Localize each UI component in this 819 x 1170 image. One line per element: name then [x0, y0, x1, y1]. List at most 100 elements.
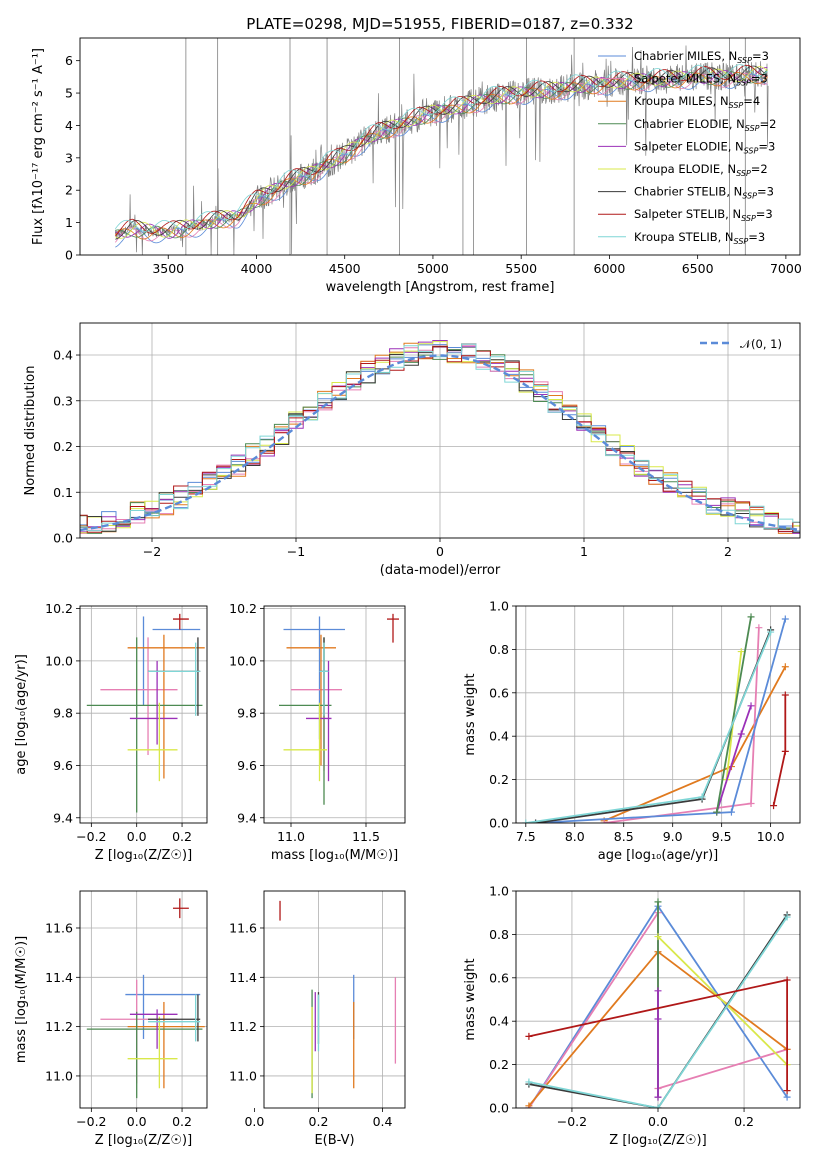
x-axis-label: Z [log₁₀(Z/Z☉)] — [95, 848, 192, 863]
weight-marker — [783, 976, 791, 984]
weight-marker — [747, 702, 755, 710]
y-tick-label: 1 — [65, 215, 73, 230]
weight-marker — [783, 1093, 791, 1101]
axes-frame — [79, 37, 801, 256]
weight-marker — [737, 648, 745, 656]
weight-marker — [522, 819, 530, 823]
x-tick-label: 0.2 — [309, 1114, 329, 1129]
weight-marker — [654, 1015, 662, 1023]
y-tick-label: 0 — [65, 248, 73, 263]
x-tick-label: 5500 — [505, 261, 537, 276]
legend-subscript: SSP — [742, 192, 757, 201]
x-tick-label: 6500 — [682, 261, 714, 276]
x-tick-label: 0.2 — [172, 829, 192, 844]
weight-marker — [654, 898, 662, 906]
x-axis-label: Z [log₁₀(Z/Z☉)] — [95, 1133, 192, 1148]
weight-marker — [770, 802, 778, 810]
y-tick-label: 0.6 — [489, 970, 509, 985]
plot-area — [516, 606, 800, 823]
y-tick-label: 1.0 — [489, 884, 509, 899]
y-tick-label: 0.2 — [489, 772, 509, 787]
legend-value: =4 — [743, 94, 760, 108]
axes-frame — [263, 605, 406, 824]
y-tick-label: 11.0 — [229, 1068, 257, 1083]
y-tick-label: 10.0 — [229, 653, 257, 668]
x-tick-label: 0 — [436, 544, 444, 559]
x-tick-label: 7.5 — [516, 829, 536, 844]
y-tick-label: 11.0 — [45, 1068, 73, 1083]
weight-marker — [781, 663, 789, 671]
legend-value: =2 — [751, 162, 768, 176]
y-axis-label: age [log₁₀(age/yr)] — [14, 654, 29, 775]
plot-area — [516, 891, 800, 1108]
legend-value: =3 — [758, 139, 775, 153]
y-tick-label: 9.6 — [53, 758, 73, 773]
legend-subscript: SSP — [736, 79, 751, 88]
y-tick-label: 11.6 — [45, 920, 73, 935]
x-tick-label: 4000 — [241, 261, 273, 276]
model-spectrum — [114, 72, 768, 240]
x-tick-label: 5000 — [417, 261, 449, 276]
observed-spectrum — [114, 45, 769, 255]
weight-marker — [781, 691, 789, 699]
x-axis-label: age [log₁₀(age/yr)] — [598, 848, 719, 863]
weight-line — [772, 695, 787, 806]
x-tick-label: 7000 — [770, 261, 802, 276]
legend-label: 𝒩(0, 1) — [740, 337, 782, 351]
panel-3: −0.2 0.0 0.2 9.4 9.6 9.8 10.0 10.2 Z [log₁₀(Z/Z☉… — [14, 601, 208, 863]
x-tick-label: −1 — [287, 544, 305, 559]
legend-subscript: SSP — [729, 101, 744, 110]
y-tick-label: 9.4 — [53, 810, 73, 825]
y-axis-label: mass weight — [463, 958, 478, 1040]
y-tick-label: 0.4 — [53, 348, 73, 363]
residual-histogram — [80, 343, 800, 532]
x-tick-label: 10.0 — [757, 829, 785, 844]
y-tick-label: 11.4 — [229, 970, 257, 985]
x-tick-label: −0.2 — [557, 1114, 587, 1129]
gaussian-reference — [80, 354, 798, 532]
legend-label: Kroupa MILES, NSSP=4 — [634, 94, 760, 110]
figure-title: PLATE=0298, MJD=51955, FIBERID=0187, z=0… — [246, 15, 633, 33]
plot-area — [264, 606, 405, 823]
y-tick-label: 11.2 — [229, 1019, 257, 1034]
legend-label: Salpeter ELODIE, NSSP=3 — [634, 139, 775, 155]
legend-label: Salpeter MILES, NSSP=3 — [634, 72, 768, 88]
plot-area — [80, 891, 207, 1108]
weight-line — [715, 616, 752, 813]
y-tick-label: 0.2 — [53, 439, 73, 454]
legend-subscript: SSP — [737, 56, 752, 65]
x-tick-label: 9.0 — [663, 829, 683, 844]
weight-line — [528, 916, 788, 1108]
x-tick-label: 8.0 — [565, 829, 585, 844]
y-axis-label: Flux [fλ10⁻¹⁷ erg cm⁻² s⁻¹ A⁻¹] — [31, 48, 46, 245]
weight-marker — [525, 1102, 533, 1108]
x-tick-label: 3500 — [152, 261, 184, 276]
panel-5: 7.5 8.0 8.5 9.0 9.5 10.0 0.0 0.2 0.4 0.6 0.8 1.0 age… — [463, 599, 801, 863]
legend-value: =3 — [748, 230, 765, 244]
y-tick-label: 0.4 — [489, 729, 509, 744]
y-tick-label: 0.4 — [489, 1014, 509, 1029]
axes-frame — [263, 890, 406, 1109]
legend-label: Kroupa ELODIE, NSSP=2 — [634, 162, 768, 178]
y-tick-label: 10.2 — [229, 601, 257, 616]
weight-marker — [654, 987, 662, 995]
y-tick-label: 9.4 — [237, 810, 257, 825]
y-tick-label: 1.0 — [489, 599, 509, 614]
weight-marker — [525, 1078, 533, 1086]
legend-value: =3 — [751, 72, 768, 86]
legend-value: =3 — [757, 185, 774, 199]
y-tick-label: 10.2 — [45, 601, 73, 616]
y-tick-label: 3 — [65, 150, 73, 165]
axes-frame — [79, 605, 208, 824]
weight-marker — [747, 613, 755, 621]
weight-marker — [783, 913, 791, 921]
weight-marker — [755, 624, 763, 632]
y-tick-label: 10.0 — [45, 653, 73, 668]
weight-marker — [727, 808, 735, 816]
plot-area — [114, 38, 769, 255]
legend-subscript: SSP — [736, 169, 751, 178]
weight-marker — [767, 628, 775, 636]
weight-marker — [654, 1104, 662, 1108]
y-tick-label: 0.1 — [53, 485, 73, 500]
weight-marker — [600, 819, 608, 823]
